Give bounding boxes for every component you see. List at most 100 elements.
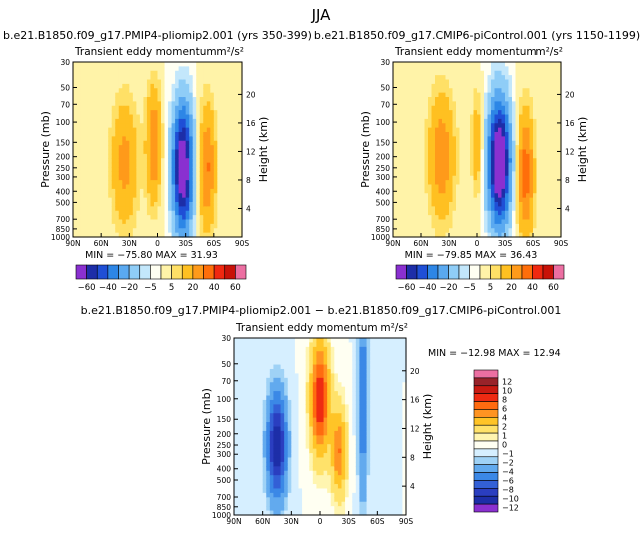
field-cell — [509, 101, 513, 106]
field-cell — [306, 360, 310, 365]
field-cell — [140, 75, 144, 80]
field-cell — [140, 163, 144, 168]
field-cell — [442, 84, 446, 89]
field-cell — [519, 75, 523, 80]
field-cell — [393, 110, 397, 115]
field-cell — [505, 101, 509, 106]
field-cell — [474, 101, 478, 106]
field-cell — [94, 97, 98, 102]
field-cell — [467, 154, 471, 159]
field-cell — [537, 110, 541, 115]
field-cell — [418, 136, 422, 141]
field-cell — [302, 462, 306, 467]
field-cell — [179, 185, 183, 190]
field-cell — [488, 215, 492, 220]
field-cell — [273, 347, 277, 352]
field-cell — [154, 224, 158, 229]
field-cell — [80, 150, 84, 155]
field-cell — [133, 101, 137, 106]
field-cell — [288, 444, 292, 449]
field-cell — [122, 132, 126, 137]
field-cell — [266, 453, 270, 458]
field-cell — [446, 202, 450, 207]
field-cell — [284, 506, 288, 511]
field-cell — [221, 185, 225, 190]
field-cell — [277, 400, 281, 405]
field-cell — [147, 93, 151, 98]
field-cell — [270, 462, 274, 467]
field-cell — [313, 431, 317, 436]
field-cell — [235, 123, 239, 128]
field-cell — [126, 189, 130, 194]
field-cell — [488, 193, 492, 198]
field-cell — [266, 382, 270, 387]
field-cell — [115, 101, 119, 106]
field-cell — [299, 506, 303, 511]
field-cell — [129, 136, 133, 141]
field-cell — [119, 101, 123, 106]
field-cell — [547, 93, 551, 98]
field-cell — [460, 88, 464, 93]
field-cell — [221, 141, 225, 146]
field-cell — [316, 391, 320, 396]
field-cell — [316, 497, 320, 502]
field-cell — [207, 145, 211, 150]
field-cell — [446, 193, 450, 198]
field-cell — [551, 206, 555, 211]
field-cell — [224, 119, 228, 124]
field-cell — [505, 128, 509, 133]
field-cell — [263, 506, 267, 511]
field-cell — [224, 176, 228, 181]
field-cell — [98, 71, 102, 76]
field-cell — [404, 62, 408, 67]
field-cell — [302, 457, 306, 462]
field-cell — [299, 413, 303, 418]
field-cell — [418, 180, 422, 185]
field-cell — [418, 145, 422, 150]
field-cell — [397, 62, 401, 67]
field-cell — [435, 136, 439, 141]
field-cell — [460, 158, 464, 163]
field-cell — [221, 167, 225, 172]
field-cell — [158, 115, 162, 120]
field-cell — [119, 88, 123, 93]
field-cell — [320, 365, 324, 370]
field-cell — [537, 211, 541, 216]
field-cell — [526, 71, 530, 76]
field-cell — [491, 66, 495, 71]
field-cell — [495, 136, 499, 141]
field-cell — [498, 228, 502, 233]
field-cell — [470, 228, 474, 233]
field-cell — [101, 215, 105, 220]
field-cell — [158, 62, 162, 67]
field-cell — [414, 93, 418, 98]
field-cell — [115, 224, 119, 229]
field-cell — [404, 93, 408, 98]
field-cell — [101, 80, 105, 85]
field-cell — [228, 150, 232, 155]
field-cell — [161, 215, 165, 220]
field-cell — [544, 132, 548, 137]
field-cell — [470, 101, 474, 106]
field-cell — [432, 93, 436, 98]
field-cell — [309, 351, 313, 356]
field-cell — [313, 471, 317, 476]
x-tick-label: 30N — [441, 239, 456, 248]
field-cell — [484, 136, 488, 141]
field-cell — [460, 189, 464, 194]
field-cell — [488, 93, 492, 98]
field-cell — [133, 62, 137, 67]
field-cell — [309, 369, 313, 374]
field-cell — [302, 360, 306, 365]
variable-label: Transient eddy momentum — [235, 322, 378, 334]
field-cell — [523, 145, 527, 150]
field-cell — [84, 71, 88, 76]
field-cell — [231, 119, 235, 124]
field-cell — [136, 84, 140, 89]
field-cell — [467, 150, 471, 155]
field-cell — [481, 132, 485, 137]
field-cell — [484, 215, 488, 220]
field-cell — [460, 119, 464, 124]
field-cell — [498, 167, 502, 172]
field-cell — [228, 123, 232, 128]
